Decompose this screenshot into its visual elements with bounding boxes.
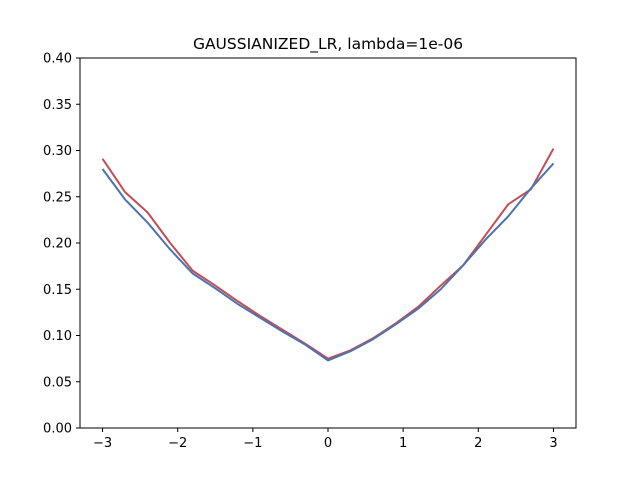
chart-title: GAUSSIANIZED_LR, lambda=1e-06	[193, 35, 463, 54]
x-tick-label: 3	[549, 436, 557, 451]
x-tick-label: 0	[324, 436, 332, 451]
y-tick-label: 0.15	[43, 283, 72, 298]
x-axis: −3 −2 −1 0 1 2 3	[93, 428, 558, 451]
y-tick-label: 0.20	[43, 237, 72, 252]
x-tick-label: −3	[93, 436, 112, 451]
y-tick-label: 0.10	[43, 329, 72, 344]
y-axis: 0.00 0.05 0.10 0.15 0.20 0.25 0.30 0.35 0.40	[43, 52, 80, 437]
series-layer	[101, 148, 555, 362]
y-tick-label: 0.30	[43, 144, 72, 159]
y-tick-label: 0.40	[43, 52, 72, 67]
x-tick-label: −1	[243, 436, 262, 451]
x-tick-label: 2	[474, 436, 482, 451]
plot-area-frame	[79, 57, 577, 429]
x-tick-label: −2	[168, 436, 187, 451]
y-tick-label: 0.35	[43, 98, 72, 113]
series-line-1	[101, 148, 555, 360]
y-tick-label: 0.00	[43, 422, 72, 437]
y-tick-label: 0.25	[43, 190, 72, 205]
y-tick-label: 0.05	[43, 375, 72, 390]
x-tick-label: 1	[399, 436, 407, 451]
series-line-2	[101, 162, 555, 362]
